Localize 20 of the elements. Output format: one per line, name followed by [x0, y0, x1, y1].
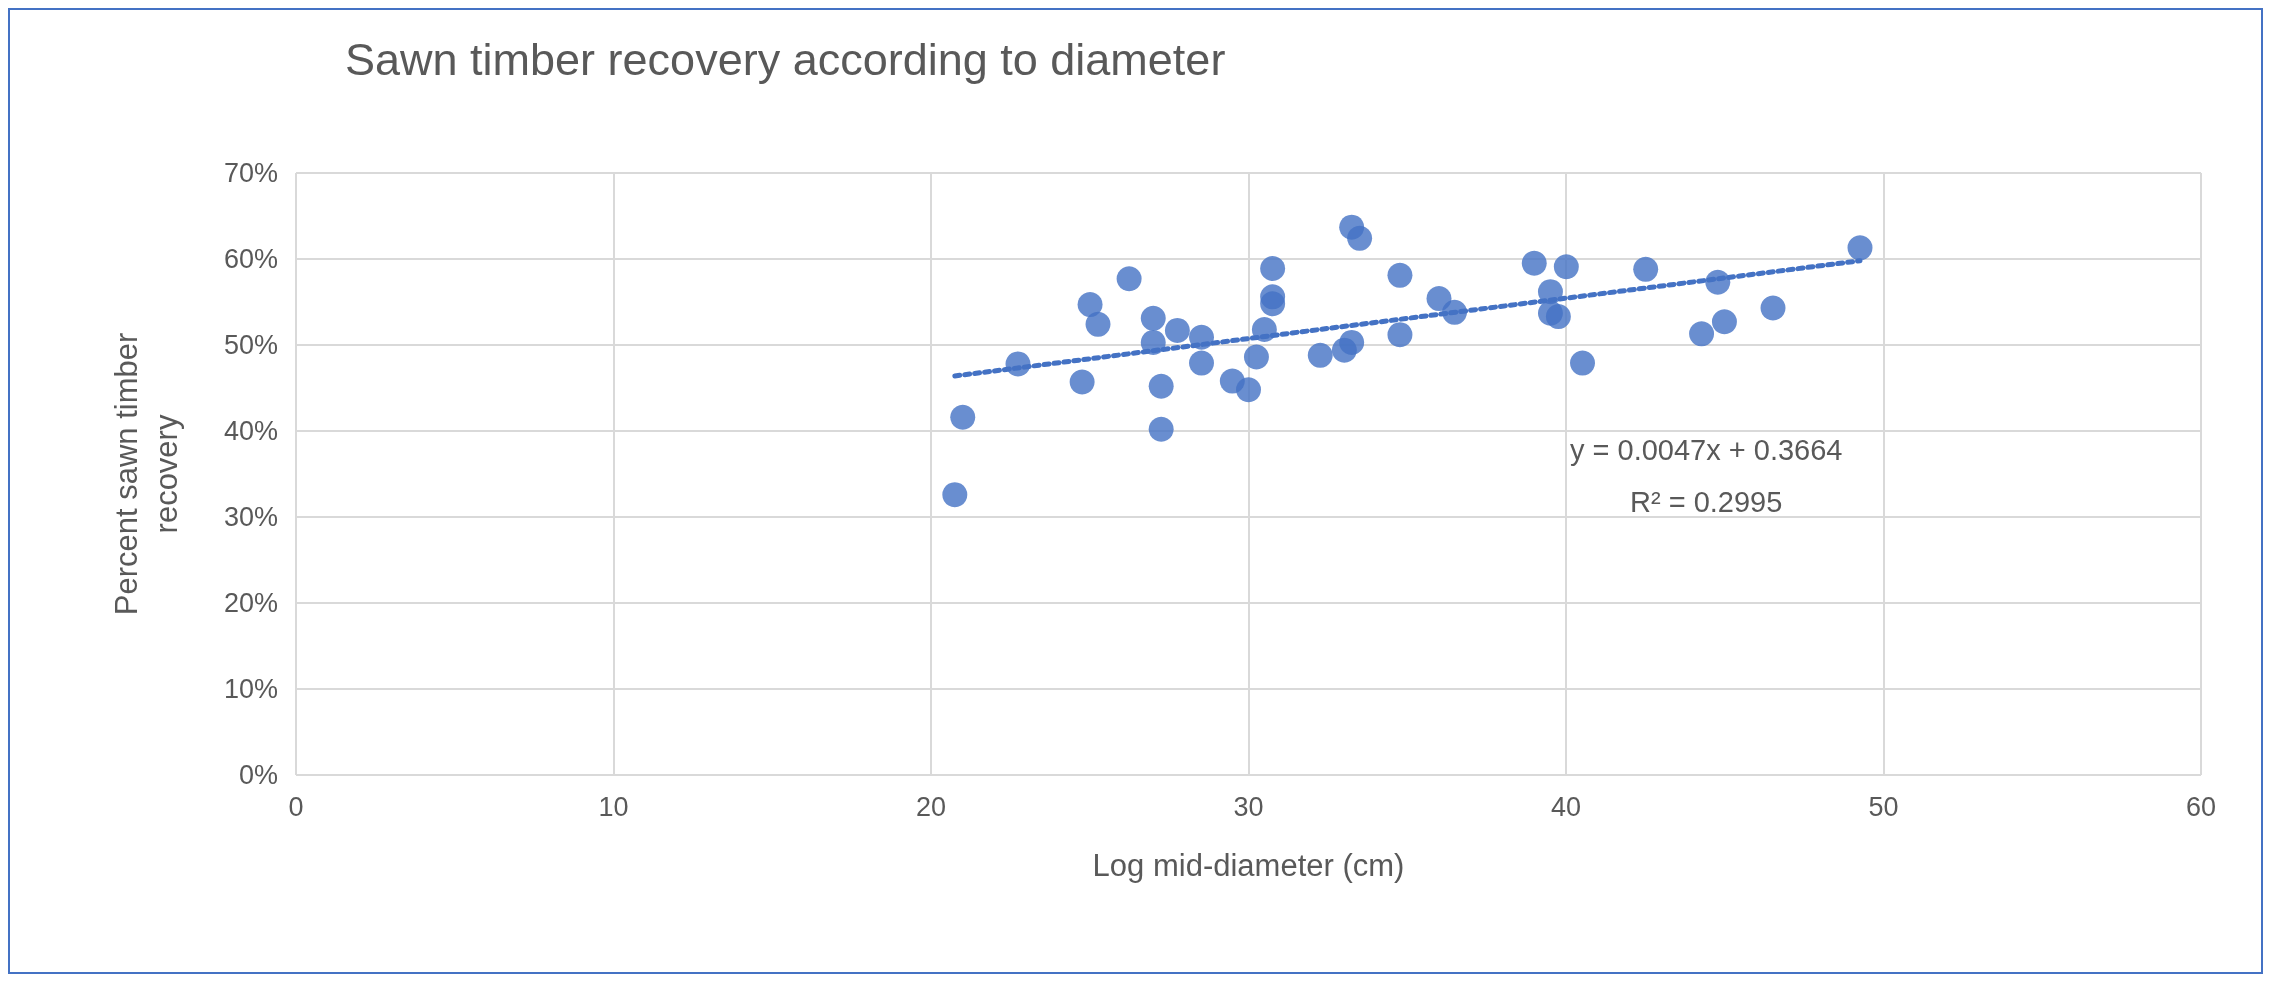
x-tick-label: 60 [2185, 791, 2217, 822]
y-tick-label: 10% [223, 674, 278, 704]
y-tick-label: 70% [223, 158, 278, 188]
chart-title: Sawn timber recovery according to diameter [345, 34, 1226, 85]
x-tick-label: 20 [915, 791, 947, 822]
y-tick-label: 60% [223, 244, 278, 274]
x-tick-label: 40 [1550, 791, 1582, 822]
annotation: y = 0.0047x + 0.3664 [1570, 433, 1843, 466]
x-tick-label: 50 [1868, 791, 1899, 822]
x-tick-label: 0 [288, 791, 304, 822]
y-tick-label: 0% [238, 760, 278, 790]
x-tick-label: 30 [1233, 791, 1264, 822]
x-tick-label: 10 [598, 791, 629, 822]
y-tick-label: 30% [223, 502, 278, 532]
x-axis-title: Log mid-diameter (cm) [1092, 847, 1405, 883]
y-tick-label: 40% [223, 416, 278, 446]
annotation: R² = 0.2995 [1630, 485, 1783, 518]
y-axis-title: Percent sawn timber recovery [108, 332, 184, 616]
y-tick-label: 50% [223, 330, 278, 360]
y-tick-label: 20% [223, 588, 278, 618]
